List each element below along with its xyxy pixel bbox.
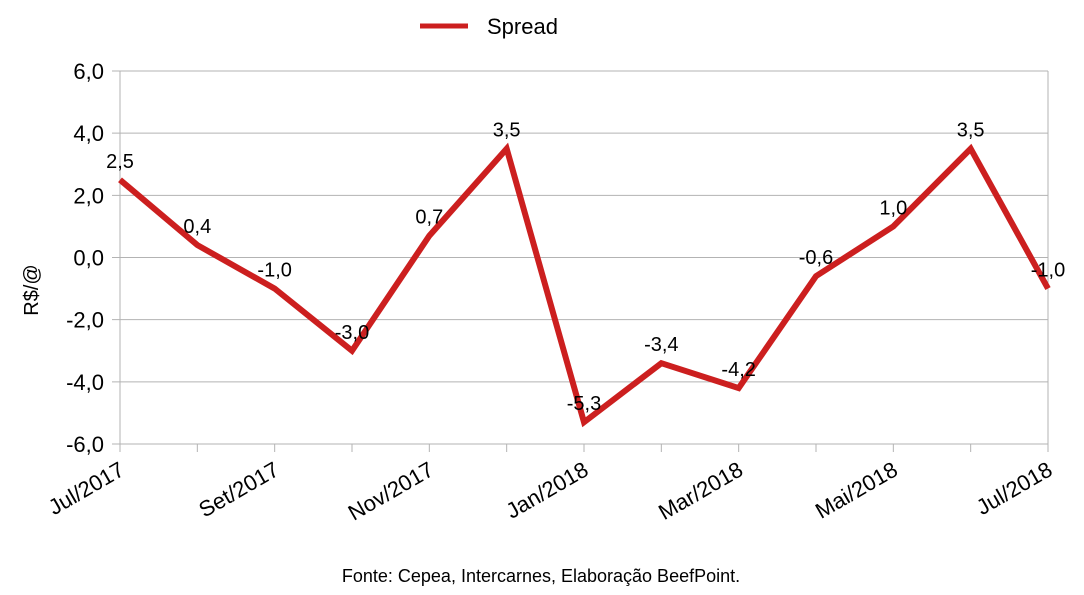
legend-label-spread: Spread: [487, 14, 558, 39]
y-axis-title: R$/@: [21, 264, 43, 315]
x-tick-label: Jan/2018: [502, 457, 593, 524]
x-tick-label: Set/2017: [194, 457, 283, 523]
x-tick-label: Mar/2018: [654, 457, 747, 525]
data-labels: 2,5 0,4 -1,0 -3,0 0,7 3,5 -5,3 -3,4 -4,2 -0,6 1,0 3…: [106, 120, 1065, 416]
y-tick-label: 2,0: [73, 183, 104, 208]
data-label: 1,0: [879, 197, 907, 219]
data-label: -1,0: [1031, 260, 1065, 282]
data-label: 3,5: [493, 120, 521, 142]
series-line-spread: [120, 149, 1048, 423]
y-tick-label: -4,0: [66, 370, 104, 395]
x-tick-label: Nov/2017: [344, 457, 438, 526]
data-label: 3,5: [957, 120, 985, 142]
data-label: -3,4: [644, 334, 678, 356]
y-tick-label: 6,0: [73, 59, 104, 84]
y-tick-label: 0,0: [73, 246, 104, 271]
data-label: -5,3: [567, 393, 601, 415]
data-label: 2,5: [106, 151, 134, 173]
data-label: -4,2: [721, 359, 755, 381]
legend: Spread: [420, 14, 558, 39]
data-label: -3,0: [335, 322, 369, 344]
series-layer: [120, 149, 1048, 423]
data-label: -1,0: [257, 260, 291, 282]
data-label: 0,7: [415, 207, 443, 229]
y-tick-label: -2,0: [66, 308, 104, 333]
y-tick-label: -6,0: [66, 432, 104, 457]
x-tick-label: Mai/2018: [811, 457, 902, 524]
x-tick-label: Jul/2018: [972, 457, 1057, 520]
source-note: Fonte: Cepea, Intercarnes, Elaboração Be…: [342, 566, 740, 586]
data-label: -0,6: [799, 247, 833, 269]
x-tick-label: Jul/2017: [44, 457, 129, 520]
y-tick-label: 4,0: [73, 121, 104, 146]
grid-lines: [112, 71, 1048, 444]
data-label: 0,4: [183, 216, 211, 238]
